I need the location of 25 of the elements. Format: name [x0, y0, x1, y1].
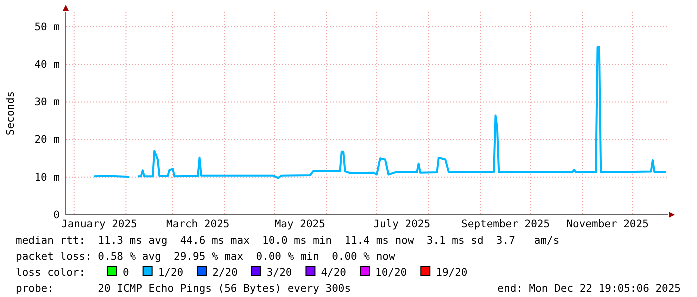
- legend-label: 4/20: [321, 267, 347, 279]
- legend-label: 3/20: [266, 267, 292, 279]
- y-tick-label: 20 m: [34, 134, 60, 146]
- text: probe: 20 ICMP Echo Pings (56 Bytes) every 300s: [16, 283, 352, 295]
- legend-label: 0: [123, 267, 130, 279]
- x-tick-label: September 2025: [462, 218, 550, 230]
- x-tick-label: March 2025: [166, 218, 230, 230]
- x-tick-label: July 2025: [374, 218, 431, 230]
- y-tick-label: 0: [54, 209, 60, 222]
- text: loss color:: [16, 267, 86, 279]
- legend-label: 19/20: [436, 267, 468, 279]
- y-tick-label: 40 m: [34, 58, 60, 71]
- y-tick-label: 10 m: [34, 172, 60, 184]
- text: packet loss: 0.58 % avg 29.95 % max 0.00 % min 0.00 % now: [16, 251, 396, 263]
- y-tick-label: 50 m: [34, 21, 60, 34]
- legend-label: 1/20: [158, 267, 184, 279]
- text: median rtt: 11.3 ms avg 44.6 ms max 10.0 ms min 11.4 ms now 3.1 ms sd 3.7 am/s: [16, 235, 560, 247]
- legend-label: 2/20: [212, 267, 238, 279]
- y-axis-title: Seconds: [5, 91, 17, 136]
- x-tick-label: November 2025: [566, 218, 649, 230]
- text: end: Mon Dec 22 19:05:06 2025: [498, 283, 681, 295]
- x-tick-label: May 2025: [274, 218, 326, 230]
- legend-label: 10/20: [376, 267, 408, 279]
- x-tick-label: January 2025: [62, 218, 138, 230]
- y-tick-label: 30 m: [34, 96, 60, 109]
